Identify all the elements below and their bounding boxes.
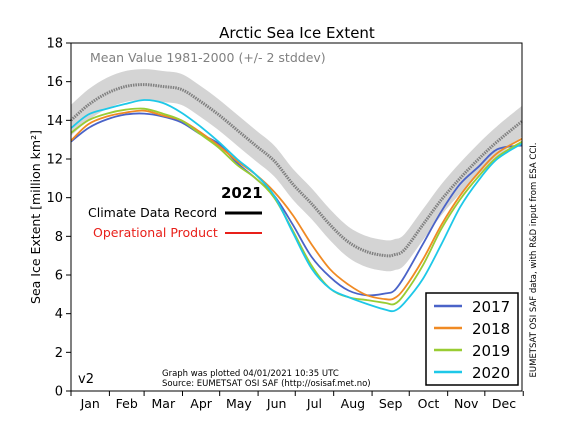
series-line-2017 <box>70 112 523 297</box>
x-tick-label: Jul <box>306 396 322 411</box>
y-tick-label: 14 <box>46 114 63 129</box>
chart-title: Arctic Sea Ice Extent <box>219 24 375 42</box>
x-tick-label: Nov <box>454 396 479 411</box>
x-tick-label: Oct <box>418 396 440 411</box>
y-tick-label: 10 <box>46 191 63 206</box>
legend-label-2018: 2018 <box>472 320 510 338</box>
x-tick-label: Aug <box>341 396 365 411</box>
version-label: v2 <box>78 372 94 387</box>
x-axis: Jan Feb Mar Apr May Jun Jul Aug Sep Oct Nov Dec <box>70 391 524 411</box>
series-layer <box>70 99 523 313</box>
x-tick-label: Jan <box>80 396 100 411</box>
x-tick-label: Dec <box>492 396 516 411</box>
side-credit-text: EUMETSAT OSI SAF data, with R&D input fr… <box>529 143 539 378</box>
source-text: Source: EUMETSAT OSI SAF (http://osisaf.… <box>162 379 371 389</box>
mean-line <box>70 83 523 258</box>
y-tick-label: 8 <box>55 230 63 245</box>
legend-box <box>425 292 519 386</box>
mean-band-layer <box>70 69 523 272</box>
x-tick-label: Sep <box>379 396 403 411</box>
x-tick-label: Mar <box>152 396 176 411</box>
operational-product-label: Operational Product <box>93 225 218 240</box>
series-line-2020 <box>70 99 523 313</box>
y-tick-label: 18 <box>46 37 63 52</box>
legend-label-2017: 2017 <box>472 298 510 316</box>
x-tick-label: May <box>226 396 252 411</box>
plotted-date-text: Graph was plotted 04/01/2021 10:35 UTC <box>162 369 339 379</box>
y-tick-label: 12 <box>46 153 63 168</box>
y-tick-label: 6 <box>55 269 63 284</box>
climate-data-record-label: Climate Data Record <box>88 205 217 220</box>
x-tick-label: Feb <box>116 396 138 411</box>
y-tick-label: 16 <box>46 75 63 90</box>
plot-frame <box>70 42 523 392</box>
y-tick-label: 0 <box>55 385 63 400</box>
series-line-2019 <box>70 107 523 306</box>
legend-label-2020: 2020 <box>472 364 510 382</box>
y-tick-label: 4 <box>55 307 63 322</box>
legend: 2017 2018 2019 2020 <box>425 292 519 386</box>
y-tick-label: 2 <box>55 346 63 361</box>
legend-label-2019: 2019 <box>472 342 510 360</box>
y-axis-label: Sea Ice Extent [million km²] <box>28 130 43 304</box>
x-tick-label: Apr <box>190 396 212 411</box>
mean-label: Mean Value 1981-2000 (+/- 2 stddev) <box>90 50 326 65</box>
year-label: 2021 <box>221 184 263 202</box>
series-line-2018 <box>70 109 523 301</box>
x-tick-label: Jun <box>266 396 287 411</box>
y-axis: 0 2 4 6 8 10 12 14 16 18 <box>46 37 71 400</box>
